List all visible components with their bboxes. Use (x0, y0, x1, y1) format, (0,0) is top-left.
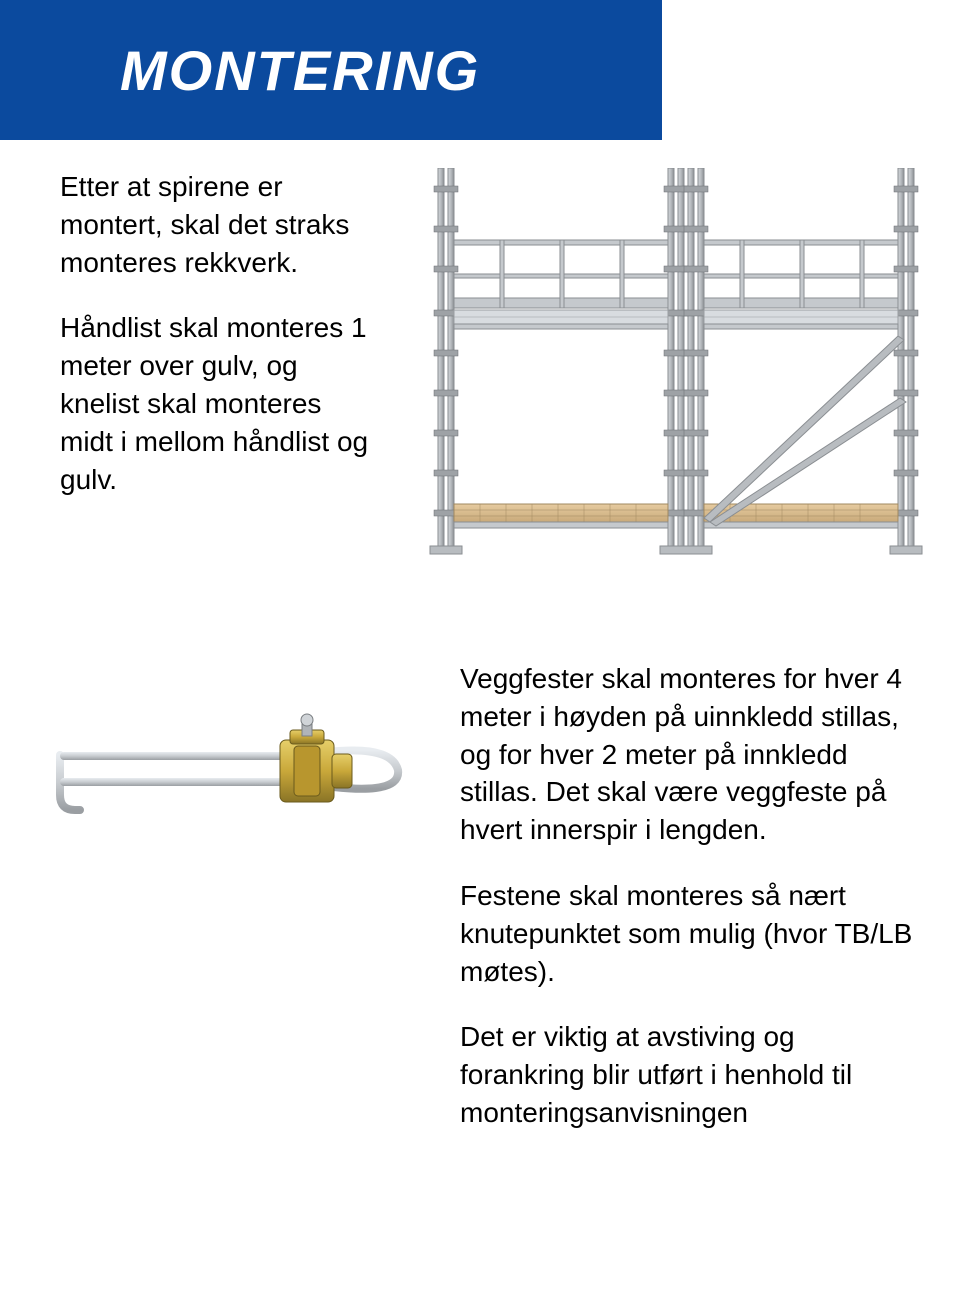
paragraph: Etter at spirene er montert, skal det st… (60, 168, 380, 281)
page-title: MONTERING (120, 38, 480, 103)
left-text-column: Etter at spirene er montert, skal det st… (60, 168, 380, 526)
paragraph: Håndlist skal monteres 1 meter over gulv… (60, 309, 380, 498)
paragraph: Det er viktig at avstiving og forankring… (460, 1018, 920, 1131)
wall-tie-diagram (40, 700, 440, 840)
header-band: MONTERING (0, 0, 662, 140)
paragraph: Veggfester skal monteres for hver 4 mete… (460, 660, 920, 849)
scaffold-diagram (420, 168, 930, 568)
paragraph: Festene skal monteres så nært knutepunkt… (460, 877, 920, 990)
right-text-column: Veggfester skal monteres for hver 4 mete… (460, 660, 920, 1160)
